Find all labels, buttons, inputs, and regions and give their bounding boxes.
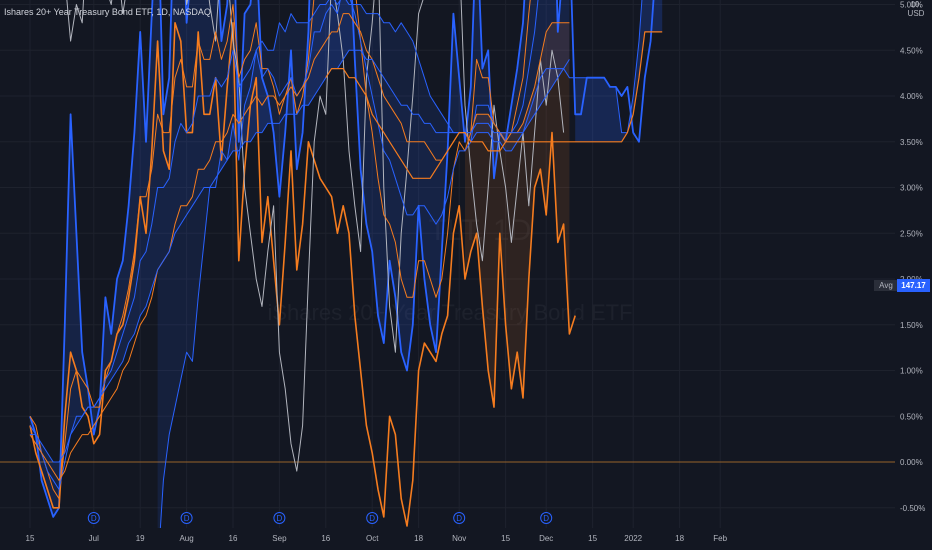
y-tick-label: 4.50%: [900, 46, 923, 55]
svg-text:D: D: [369, 514, 375, 523]
series-orange: [29, 22, 576, 527]
currency-code: USD: [907, 9, 925, 18]
x-tick-label: 16: [229, 534, 238, 543]
x-tick-label: Nov: [452, 534, 466, 543]
x-tick-label: Aug: [179, 534, 193, 543]
y-tick-label: 0.00%: [900, 458, 923, 467]
y-tick-label: 4.00%: [900, 92, 923, 101]
series-blue-slow-ma: [30, 49, 570, 463]
svg-text:D: D: [456, 514, 462, 523]
primary-cloud: [30, 0, 570, 517]
series-lines: [29, 0, 663, 550]
symbol-title[interactable]: Ishares 20+ Year Treasury Bond ETF, 1D, …: [4, 7, 211, 17]
time-axis-bg: [0, 528, 932, 550]
currency-top-tick: 10.: [910, 0, 922, 9]
dividend-marker[interactable]: D: [366, 512, 379, 524]
dividend-marker[interactable]: D: [87, 512, 100, 524]
y-tick-label: 5.00%: [900, 1, 923, 10]
avg-tag: Avg: [874, 280, 898, 291]
x-tick-label: 15: [26, 534, 35, 543]
y-tick-label: -0.50%: [900, 504, 925, 513]
price-axis[interactable]: -1.00%-0.50%0.00%0.50%1.00%1.50%2.00%2.5…: [895, 0, 932, 550]
time-axis[interactable]: 15 Jul 19 Aug 16 Sep 16 Oct 18 Nov 15 Dec 15 2022 18 Fe…: [0, 528, 932, 550]
svg-text:D: D: [543, 514, 549, 523]
currency-label[interactable]: 10. USD: [900, 0, 932, 18]
series-orange-forward: [325, 31, 663, 179]
price-axis-bg: [895, 0, 932, 550]
series-orange-fast-ma: [29, 0, 531, 500]
svg-text:D: D: [184, 514, 190, 523]
dividend-marker[interactable]: D: [273, 512, 286, 524]
x-tick-label: 16: [321, 534, 330, 543]
svg-text:D: D: [91, 514, 97, 523]
x-tick-label: Jul: [89, 534, 99, 543]
avg-price-label: 147.17: [897, 279, 930, 292]
forward-cloud: [575, 0, 663, 142]
cloud-bands: [30, 0, 663, 550]
watermark-description: iShares 20+ Year Treasury Bond ETF: [267, 300, 632, 325]
dividend-marker[interactable]: D: [180, 512, 193, 524]
series-orange-slow-ma: [29, 13, 570, 481]
x-tick-label: 19: [136, 534, 145, 543]
dividend-marker[interactable]: D: [540, 512, 553, 524]
y-tick-label: 0.50%: [900, 412, 923, 421]
y-tick-label: 1.50%: [900, 321, 923, 330]
y-tick-label: 3.50%: [900, 138, 923, 147]
series-gray: [66, 0, 565, 472]
dividend-marker[interactable]: D: [453, 512, 466, 524]
y-tick-label: 3.00%: [900, 184, 923, 193]
x-tick-label: Dec: [539, 534, 553, 543]
x-tick-label: 15: [588, 534, 597, 543]
y-tick-label: 1.00%: [900, 367, 923, 376]
y-tick-label: 2.50%: [900, 229, 923, 238]
series-price-blue: [29, 0, 655, 518]
x-tick-label: Oct: [366, 534, 379, 543]
watermark: TLT, 1D iShares 20+ Year Treasury Bond E…: [267, 214, 632, 325]
x-tick-label: 18: [414, 534, 423, 543]
x-tick-label: 15: [501, 534, 510, 543]
x-tick-label: Sep: [272, 534, 287, 543]
x-tick-label: 18: [675, 534, 684, 543]
x-tick-label: 2022: [624, 534, 642, 543]
x-tick-label: Feb: [713, 534, 727, 543]
svg-text:D: D: [277, 514, 283, 523]
series-blue-lagging: [158, 0, 643, 550]
